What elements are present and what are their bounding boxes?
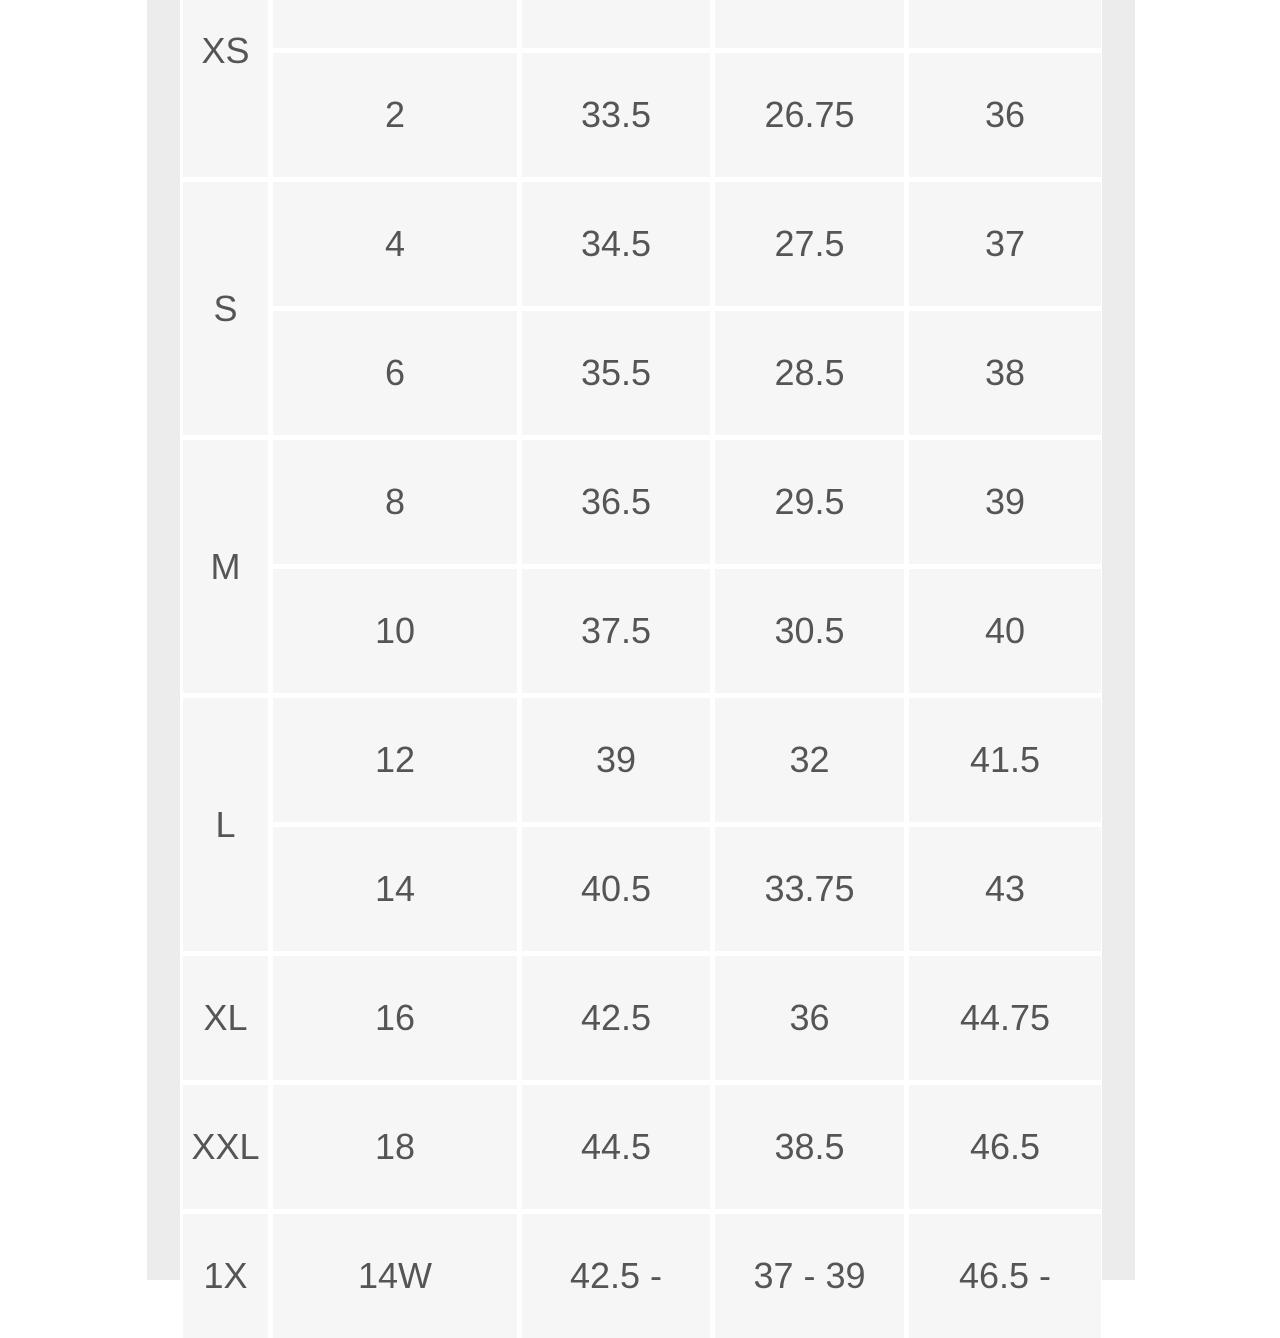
waist-cell: 32 <box>715 698 904 822</box>
hip-cell: 37 <box>909 182 1101 306</box>
bust-cell: 33.5 <box>522 53 710 177</box>
hip-cell: 35 <box>909 0 1101 48</box>
waist-cell: 27.5 <box>715 182 904 306</box>
size-label: XXL <box>183 1085 268 1209</box>
bust-cell: 32.5 <box>522 0 710 48</box>
waist-cell: 36 <box>715 956 904 1080</box>
waist-cell: 37 - 39 <box>715 1214 904 1338</box>
size-label: M <box>183 440 268 693</box>
waist-cell: 28.5 <box>715 311 904 435</box>
size-label: L <box>183 698 268 951</box>
hip-cell: 44.75 <box>909 956 1101 1080</box>
bust-cell: 44.5 <box>522 1085 710 1209</box>
waist-cell: 25 <box>715 0 904 48</box>
waist-cell: 38.5 <box>715 1085 904 1209</box>
numeric-size-cell: 10 <box>273 569 517 693</box>
waist-cell: 30.5 <box>715 569 904 693</box>
size-label: 1X <box>183 1214 268 1338</box>
size-chart-table: XS032.52535233.526.7536S434.527.537635.5… <box>183 0 1101 1338</box>
bust-cell: 42.5 - <box>522 1214 710 1338</box>
bust-cell: 34.5 <box>522 182 710 306</box>
hip-cell: 41.5 <box>909 698 1101 822</box>
hip-cell: 46.5 <box>909 1085 1101 1209</box>
numeric-size-cell: 14 <box>273 827 517 951</box>
bust-cell: 36.5 <box>522 440 710 564</box>
numeric-size-cell: 16 <box>273 956 517 1080</box>
numeric-size-cell: 18 <box>273 1085 517 1209</box>
waist-cell: 26.75 <box>715 53 904 177</box>
size-label: XL <box>183 956 268 1080</box>
hip-cell: 36 <box>909 53 1101 177</box>
numeric-size-cell: 6 <box>273 311 517 435</box>
hip-cell: 39 <box>909 440 1101 564</box>
numeric-size-cell: 4 <box>273 182 517 306</box>
bust-cell: 39 <box>522 698 710 822</box>
hip-cell: 40 <box>909 569 1101 693</box>
numeric-size-cell: 8 <box>273 440 517 564</box>
numeric-size-cell: 0 <box>273 0 517 48</box>
hip-cell: 43 <box>909 827 1101 951</box>
size-label: S <box>183 182 268 435</box>
bust-cell: 40.5 <box>522 827 710 951</box>
bust-cell: 37.5 <box>522 569 710 693</box>
size-label: XS <box>183 0 268 177</box>
bust-cell: 42.5 <box>522 956 710 1080</box>
hip-cell: 46.5 - <box>909 1214 1101 1338</box>
waist-cell: 29.5 <box>715 440 904 564</box>
hip-cell: 38 <box>909 311 1101 435</box>
numeric-size-cell: 12 <box>273 698 517 822</box>
bust-cell: 35.5 <box>522 311 710 435</box>
waist-cell: 33.75 <box>715 827 904 951</box>
numeric-size-cell: 2 <box>273 53 517 177</box>
numeric-size-cell: 14W <box>273 1214 517 1338</box>
